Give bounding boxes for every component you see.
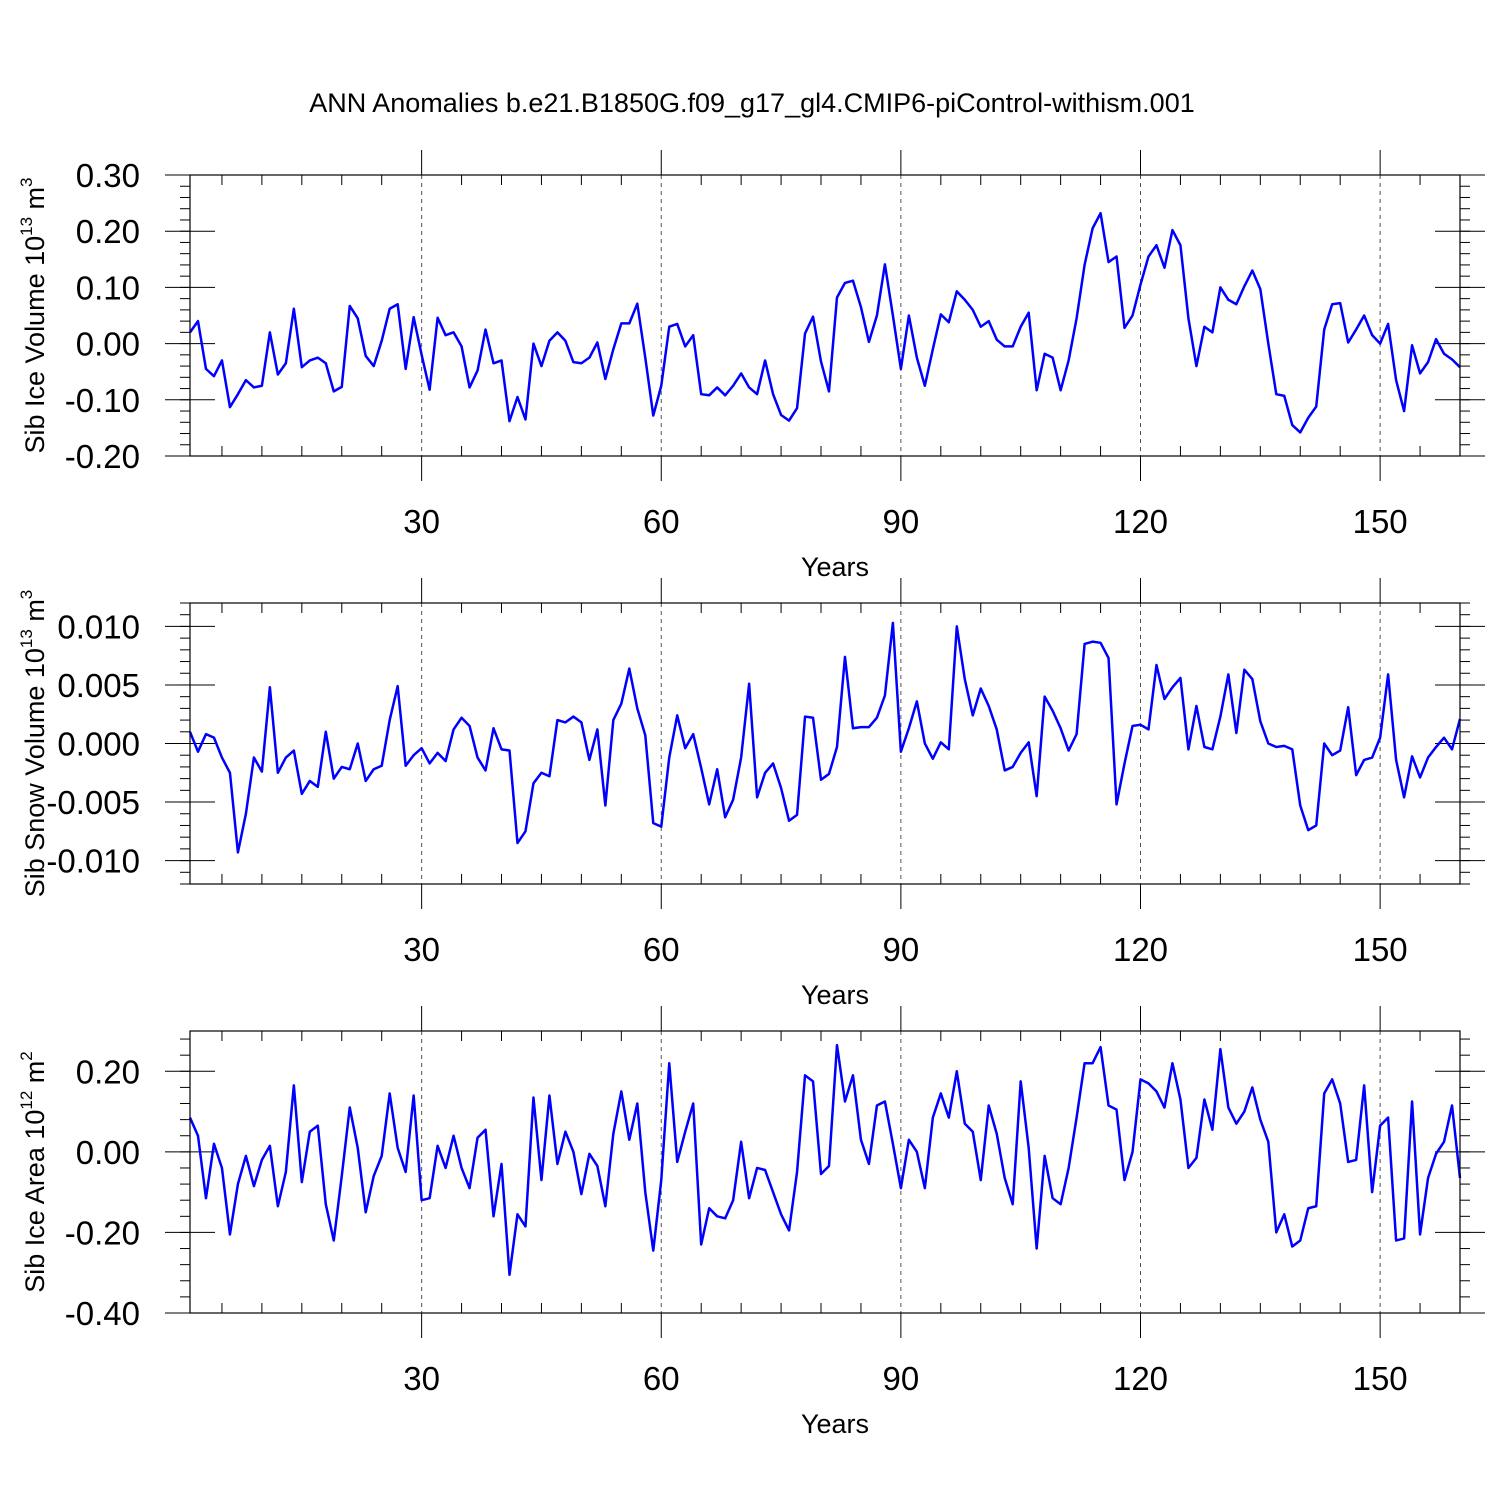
chart-title: ANN Anomalies b.e21.B1850G.f09_g17_gl4.C…	[309, 88, 1194, 118]
y-tick-label: 0.20	[76, 1053, 140, 1090]
y-axis-label: Sib Ice Area 1012 m2	[17, 1051, 50, 1293]
x-tick-label: 150	[1353, 931, 1408, 968]
panel-1: 30 60 90 120 150 -0.20 -0.10 0.00 0.10 0.20 0.30 Ye…	[17, 150, 1485, 582]
y-axis-label: Sib Ice Volume 1013 m3	[17, 177, 50, 453]
panels: 30 60 90 120 150 -0.20 -0.10 0.00 0.10 0.20 0.30 Ye…	[17, 150, 1485, 1439]
x-tick-label: 30	[403, 931, 440, 968]
x-axis-label: Years	[801, 552, 869, 582]
x-tick-label: 60	[643, 931, 680, 968]
y-tick-label: -0.20	[65, 438, 140, 475]
x-tick-label: 60	[643, 1360, 680, 1397]
panel-3: 30 60 90 120 150 -0.40 -0.20 0.00 0.20 Years Sib I…	[17, 1006, 1485, 1439]
x-tick-label: 120	[1113, 931, 1168, 968]
y-tick-label: 0.20	[76, 213, 140, 250]
y-tick-label: 0.010	[57, 608, 140, 645]
y-tick-label: 0.005	[57, 667, 140, 704]
y-tick-label: 0.00	[76, 1134, 140, 1171]
x-tick-label: 150	[1353, 1360, 1408, 1397]
y-tick-label: 0.30	[76, 157, 140, 194]
x-tick-label: 30	[403, 503, 440, 540]
y-axis-label: Sib Snow Volume 1013 m3	[17, 590, 50, 898]
panel-2: 30 60 90 120 150 -0.010 -0.005 0.000 0.005 0.010 Y…	[17, 578, 1485, 1010]
plot-frame	[189, 1030, 1461, 1314]
x-tick-label: 90	[883, 503, 920, 540]
x-tick-label: 60	[643, 503, 680, 540]
x-tick-label: 120	[1113, 1360, 1168, 1397]
plot-frame	[189, 602, 1461, 885]
x-tick-label: 90	[883, 1360, 920, 1397]
y-tick-label: 0.10	[76, 269, 140, 306]
x-axis-label: Years	[801, 1409, 869, 1439]
x-tick-label: 150	[1353, 503, 1408, 540]
x-tick-label: 30	[403, 1360, 440, 1397]
y-tick-label: -0.010	[46, 843, 140, 880]
y-tick-label: -0.10	[65, 382, 140, 419]
x-tick-label: 90	[883, 931, 920, 968]
y-tick-label: 0.00	[76, 326, 140, 363]
plot-frame	[189, 174, 1461, 457]
series-line	[188, 1043, 1462, 1276]
series-line	[188, 211, 1461, 434]
series-line	[188, 621, 1462, 854]
y-tick-label: -0.40	[65, 1295, 140, 1332]
y-tick-label: -0.005	[46, 784, 140, 821]
x-axis-label: Years	[801, 980, 869, 1010]
y-tick-label: 0.000	[57, 726, 140, 763]
y-tick-label: -0.20	[65, 1214, 140, 1251]
x-tick-label: 120	[1113, 503, 1168, 540]
